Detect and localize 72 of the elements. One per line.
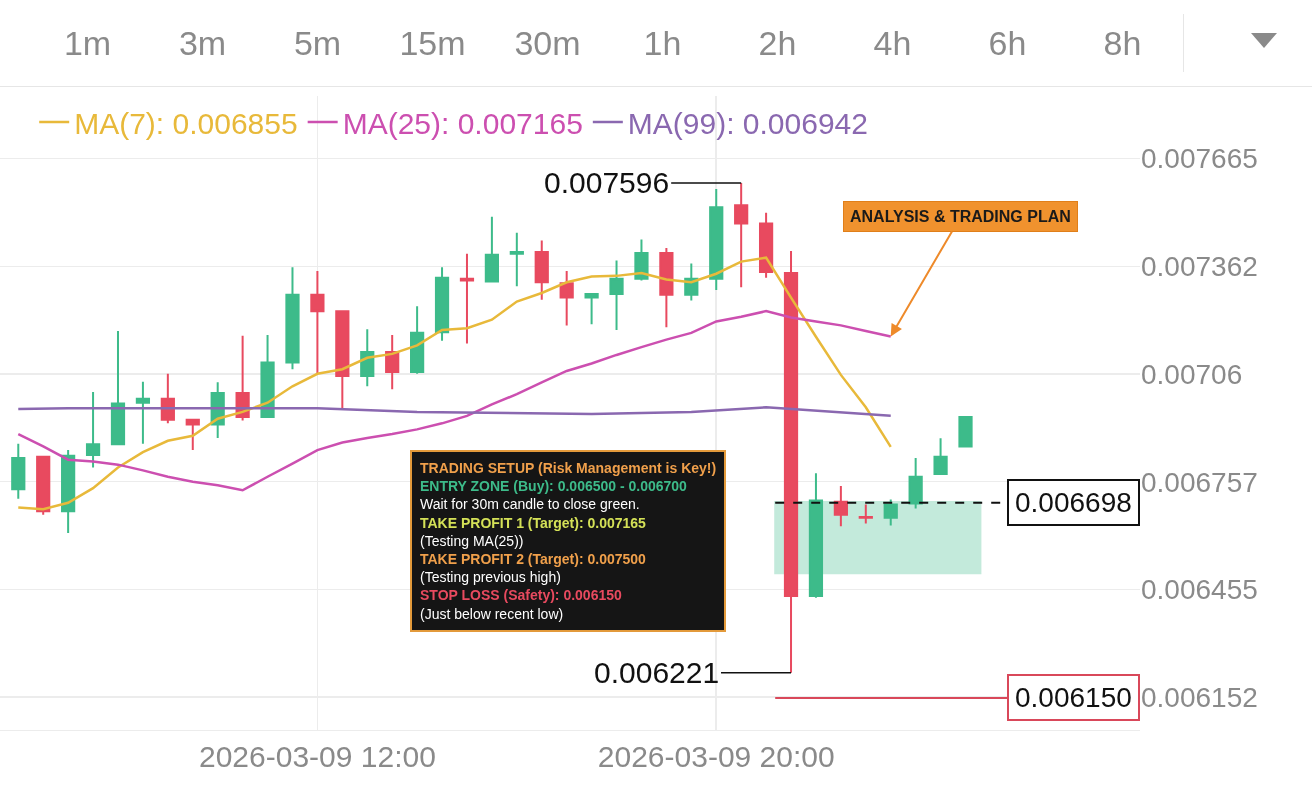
x-tick-label: 2026-03-09 20:00 bbox=[597, 740, 835, 773]
candlestick bbox=[659, 247, 674, 329]
text: 6h bbox=[987, 23, 1028, 63]
candlestick bbox=[410, 305, 425, 375]
candlestick bbox=[434, 266, 450, 342]
candlestick bbox=[509, 231, 524, 288]
candlestick bbox=[584, 292, 599, 326]
candlestick bbox=[559, 269, 574, 327]
candlestick bbox=[534, 239, 549, 301]
candlestick bbox=[609, 259, 624, 332]
text: 4h bbox=[872, 23, 913, 63]
annotation: ENTRY ZONE (Buy): 0.006500 - 0.006700 bbox=[420, 478, 688, 495]
candlestick bbox=[135, 380, 151, 445]
candlestick bbox=[285, 266, 300, 371]
candlestick bbox=[185, 418, 200, 452]
candlestick bbox=[808, 472, 824, 599]
candlestick bbox=[85, 390, 101, 469]
y-tick-label: 0.006455 bbox=[1141, 574, 1258, 606]
annotation: 0.006221 bbox=[594, 656, 720, 689]
candlestick bbox=[11, 442, 26, 500]
text: 5m bbox=[292, 23, 343, 63]
annotation: TAKE PROFIT 2 (Target): 0.007500 bbox=[420, 551, 647, 567]
y-tick-label: 0.00706 bbox=[1141, 358, 1243, 390]
candlestick bbox=[335, 310, 350, 411]
candlestick bbox=[61, 449, 76, 535]
text: 1m bbox=[62, 23, 113, 63]
candlestick bbox=[260, 334, 275, 418]
annotation: 0.007596 bbox=[544, 166, 670, 199]
annotation: ANALYSIS & TRADING PLAN bbox=[850, 208, 1071, 225]
text: 2h bbox=[757, 23, 798, 63]
candlestick bbox=[110, 330, 126, 446]
x-tick-label: 2026-03-09 12:00 bbox=[198, 740, 436, 773]
annotation: TAKE PROFIT 1 (Target): 0.007165 bbox=[420, 514, 647, 531]
candlestick bbox=[385, 334, 400, 391]
y-tick-label: 0.006152 bbox=[1141, 682, 1258, 714]
text: 8h bbox=[1102, 23, 1143, 63]
y-tick-label: 0.007665 bbox=[1141, 143, 1258, 175]
annotation: Wait for 30m candle to close green. bbox=[420, 496, 640, 513]
y-tick-label: 0.007362 bbox=[1141, 251, 1258, 283]
candlestick bbox=[858, 503, 873, 525]
candlestick bbox=[758, 211, 774, 279]
candlestick bbox=[734, 181, 749, 289]
text: 15m bbox=[398, 23, 467, 63]
candlestick bbox=[36, 455, 51, 516]
annotation: (Just below recent low) bbox=[420, 605, 564, 622]
y-tick-label: 0.006757 bbox=[1141, 466, 1258, 498]
legend-label: MA(25): 0.007165 bbox=[342, 106, 583, 140]
legend-label: MA(7): 0.006855 bbox=[74, 106, 298, 140]
text: 3m bbox=[177, 23, 228, 63]
candlestick bbox=[310, 269, 325, 375]
candlestick bbox=[709, 187, 724, 292]
ref-line-label: 0.006150 bbox=[1015, 682, 1132, 713]
ref-line-label: 0.006698 bbox=[1015, 487, 1132, 518]
annotation: STOP LOSS (Safety): 0.006150 bbox=[420, 587, 623, 604]
text: 1h bbox=[642, 23, 683, 63]
line-series bbox=[17, 406, 892, 418]
annotation: (Testing previous high) bbox=[420, 569, 561, 586]
annotation: (Testing MA(25)) bbox=[420, 532, 524, 549]
candlestick bbox=[360, 328, 375, 388]
legend-label: MA(99): 0.006942 bbox=[627, 106, 868, 140]
line-series bbox=[17, 256, 892, 511]
candlestick bbox=[634, 238, 649, 282]
candlestick bbox=[459, 252, 475, 345]
text: 30m bbox=[513, 23, 582, 63]
candlestick bbox=[908, 456, 923, 510]
candlestick bbox=[958, 415, 973, 448]
annotation: TRADING SETUP (Risk Management is Key!) bbox=[420, 460, 717, 476]
candlestick bbox=[883, 498, 898, 527]
candlestick bbox=[783, 249, 799, 674]
candlestick bbox=[484, 215, 499, 284]
candlestick bbox=[833, 485, 848, 528]
candlestick bbox=[933, 437, 948, 475]
